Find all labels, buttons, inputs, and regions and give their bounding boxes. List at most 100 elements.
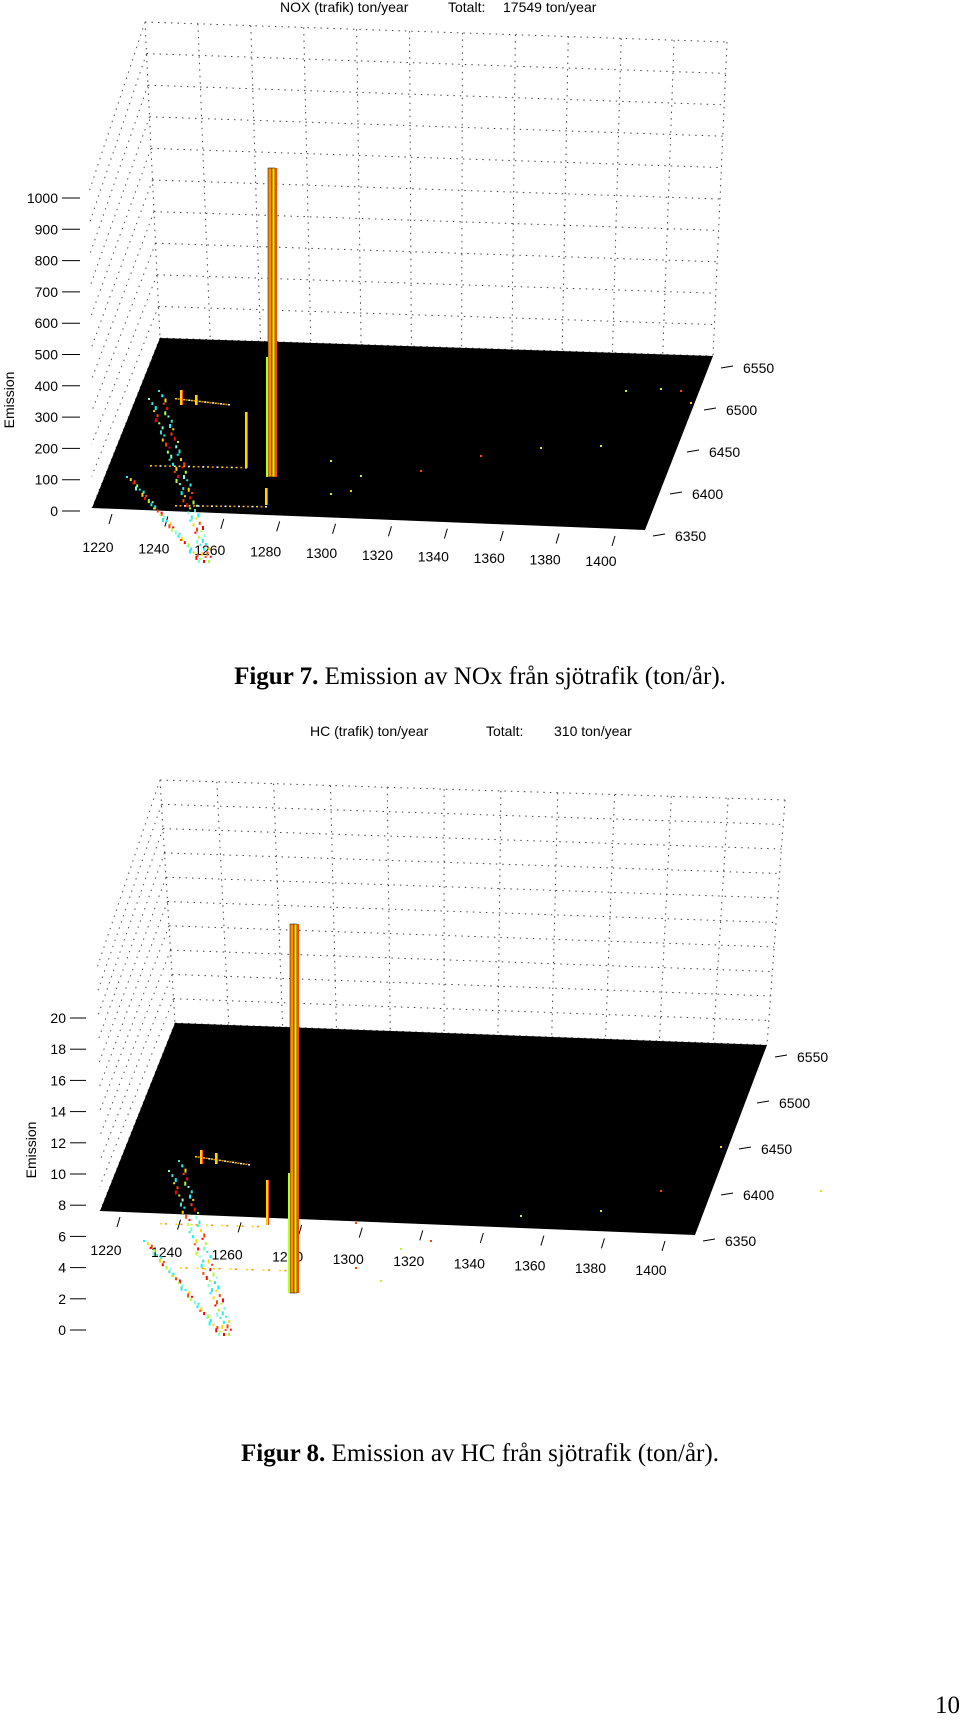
emission-cell <box>360 475 362 477</box>
emission-cell <box>196 1305 199 1309</box>
emission-cell <box>159 1258 161 1263</box>
figure-7-chart: NOX (trafik) ton/year Totalt: 17549 ton/ye… <box>1 0 774 569</box>
route-cell <box>205 1157 208 1160</box>
z-tick-label: 100 <box>35 472 59 488</box>
emission-cell <box>212 1323 215 1326</box>
route-cell <box>251 1225 254 1228</box>
x-tick-mark <box>220 518 225 530</box>
emission-cell <box>430 1240 432 1242</box>
route-cell <box>193 505 195 507</box>
emission-cell <box>175 479 178 483</box>
x-tick-mark <box>499 530 504 542</box>
route-cell <box>160 1223 162 1225</box>
z-tick-label: 18 <box>50 1041 66 1057</box>
emission-cell <box>153 410 156 413</box>
emission-cell <box>192 500 195 505</box>
route-cell <box>188 465 190 468</box>
emission-cell <box>218 1333 220 1336</box>
emission-cell <box>194 531 197 534</box>
route-cell <box>247 505 249 508</box>
emission-cell <box>188 1218 191 1221</box>
emission-cell <box>201 1237 204 1240</box>
z-tick-label: 0 <box>58 1322 66 1338</box>
emission-cell <box>147 499 150 504</box>
z-axis-label: Emission <box>23 1122 39 1179</box>
emission-cell <box>228 1333 230 1336</box>
emission-cell <box>197 535 200 539</box>
emission-cell <box>193 1207 196 1212</box>
route-cell <box>170 1223 173 1225</box>
emission-cell <box>158 422 161 425</box>
route-cell <box>196 1267 199 1269</box>
route-cell <box>226 1160 229 1163</box>
emission-cell <box>204 555 207 558</box>
emission-cell <box>199 543 202 546</box>
route-cell <box>222 403 225 405</box>
route-cell <box>185 1267 188 1269</box>
z-tick-label: 14 <box>50 1104 66 1120</box>
y-tick-mark <box>756 1100 770 1104</box>
emission-cell <box>178 1279 181 1284</box>
emission-cell <box>189 496 192 500</box>
emission-cell <box>181 1284 184 1288</box>
side-grid-line <box>97 852 165 1042</box>
emission-cell <box>145 494 148 497</box>
emission-cell <box>183 1206 186 1209</box>
x-tick-mark <box>298 1224 303 1236</box>
emission-cell <box>660 388 662 390</box>
emission-cell <box>207 1259 210 1264</box>
emission-cell <box>197 1211 199 1214</box>
route-cell <box>213 1158 216 1161</box>
emission-cell <box>221 1311 224 1316</box>
emission-cell <box>216 1300 218 1305</box>
emission-cell <box>199 1309 202 1312</box>
y-tick-mark <box>720 1192 734 1196</box>
emission-cell <box>160 511 163 516</box>
emission-cell <box>215 1276 218 1279</box>
route-cell <box>221 466 224 468</box>
emission-cell <box>220 1302 223 1305</box>
side-grid-line <box>90 179 153 351</box>
back-grid-vertical <box>712 41 728 357</box>
route-cell <box>195 1224 198 1226</box>
route-cell <box>246 1268 248 1271</box>
route-cell <box>229 1268 232 1270</box>
emission-cell <box>169 424 171 428</box>
route-cell <box>159 465 162 467</box>
back-grid-horizontal <box>158 305 715 326</box>
emission-bar-shade <box>267 488 268 505</box>
route-cell <box>240 466 243 469</box>
route-cell <box>238 505 240 508</box>
emission-cell <box>180 1286 183 1291</box>
emission-cell <box>189 549 191 554</box>
route-cell <box>206 401 209 404</box>
emission-cell <box>189 507 192 510</box>
side-grid-line <box>88 53 147 224</box>
route-cell <box>150 465 152 467</box>
emission-cell <box>200 1229 202 1233</box>
figure-8-caption-text: Emission av HC från sjötrafik (ton/år). <box>331 1440 719 1467</box>
route-cell <box>268 1269 270 1271</box>
emission-bar <box>195 395 198 405</box>
emission-cell <box>190 1190 193 1194</box>
route-cell <box>198 400 201 403</box>
back-grid-horizontal <box>144 21 728 43</box>
x-tick-label: 1380 <box>530 551 561 567</box>
emission-cell <box>154 418 157 423</box>
emission-cell <box>196 527 198 532</box>
emission-cell <box>178 483 181 486</box>
x-tick-label: 1360 <box>514 1258 545 1274</box>
emission-cell <box>178 1194 181 1197</box>
emission-cell <box>680 390 682 392</box>
route-cell <box>221 1224 224 1227</box>
y-tick-mark <box>652 533 666 537</box>
x-tick-label: 1300 <box>333 1251 364 1267</box>
emission-cell <box>182 487 185 491</box>
route-cell <box>224 1160 227 1162</box>
emission-cell <box>208 547 211 551</box>
emission-cell <box>160 430 162 435</box>
route-cell <box>154 465 157 467</box>
emission-cell <box>223 1333 225 1336</box>
route-cell <box>241 1225 244 1227</box>
emission-cell <box>183 462 186 467</box>
